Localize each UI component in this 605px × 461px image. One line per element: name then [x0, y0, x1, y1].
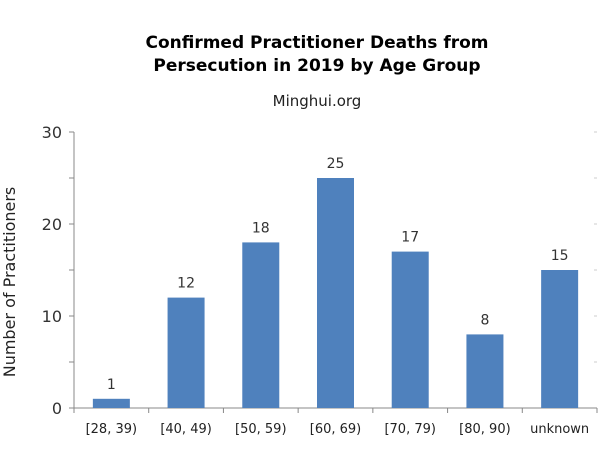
data-label: 15 [551, 248, 569, 264]
x-tick-label: [70, 79) [384, 422, 436, 437]
chart-subtitle: Minghui.org [273, 92, 362, 110]
chart-title-line-1: Confirmed Practitioner Deaths from [145, 33, 488, 53]
y-axis-label: Number of Practitioners [0, 187, 19, 378]
x-tick-label: [60, 69) [310, 422, 362, 437]
data-label: 25 [327, 156, 345, 172]
x-tick-label: [50, 59) [235, 422, 287, 437]
bar-70-79 [391, 251, 429, 408]
data-label: 1 [107, 377, 116, 393]
chart-title-line-2: Persecution in 2019 by Age Group [153, 56, 480, 76]
y-tick-label: 10 [42, 307, 62, 326]
data-label: 12 [177, 276, 195, 292]
y-tick-label: 30 [42, 123, 62, 142]
x-tick-label: [40, 49) [160, 422, 212, 437]
bar-28-39 [92, 398, 130, 408]
bar-unknown [541, 270, 579, 408]
x-tick-label: unknown [530, 422, 589, 437]
plot-area: 0 10 20 30 1 [28, 39) 12 [40, 49) 18 [50, 59) 25 [6… [42, 123, 598, 437]
bar-60-69 [317, 178, 354, 408]
bar-40-49 [167, 297, 205, 408]
y-tick-label: 20 [42, 215, 62, 234]
data-label: 17 [401, 230, 419, 246]
bar-50-59 [242, 242, 280, 408]
data-label: 18 [252, 220, 270, 236]
x-tick-label: [80, 90) [459, 422, 511, 437]
bar-80-90 [466, 334, 504, 408]
data-label: 8 [480, 312, 489, 328]
x-tick-label: [28, 39) [86, 422, 138, 437]
y-tick-label: 0 [52, 399, 62, 418]
